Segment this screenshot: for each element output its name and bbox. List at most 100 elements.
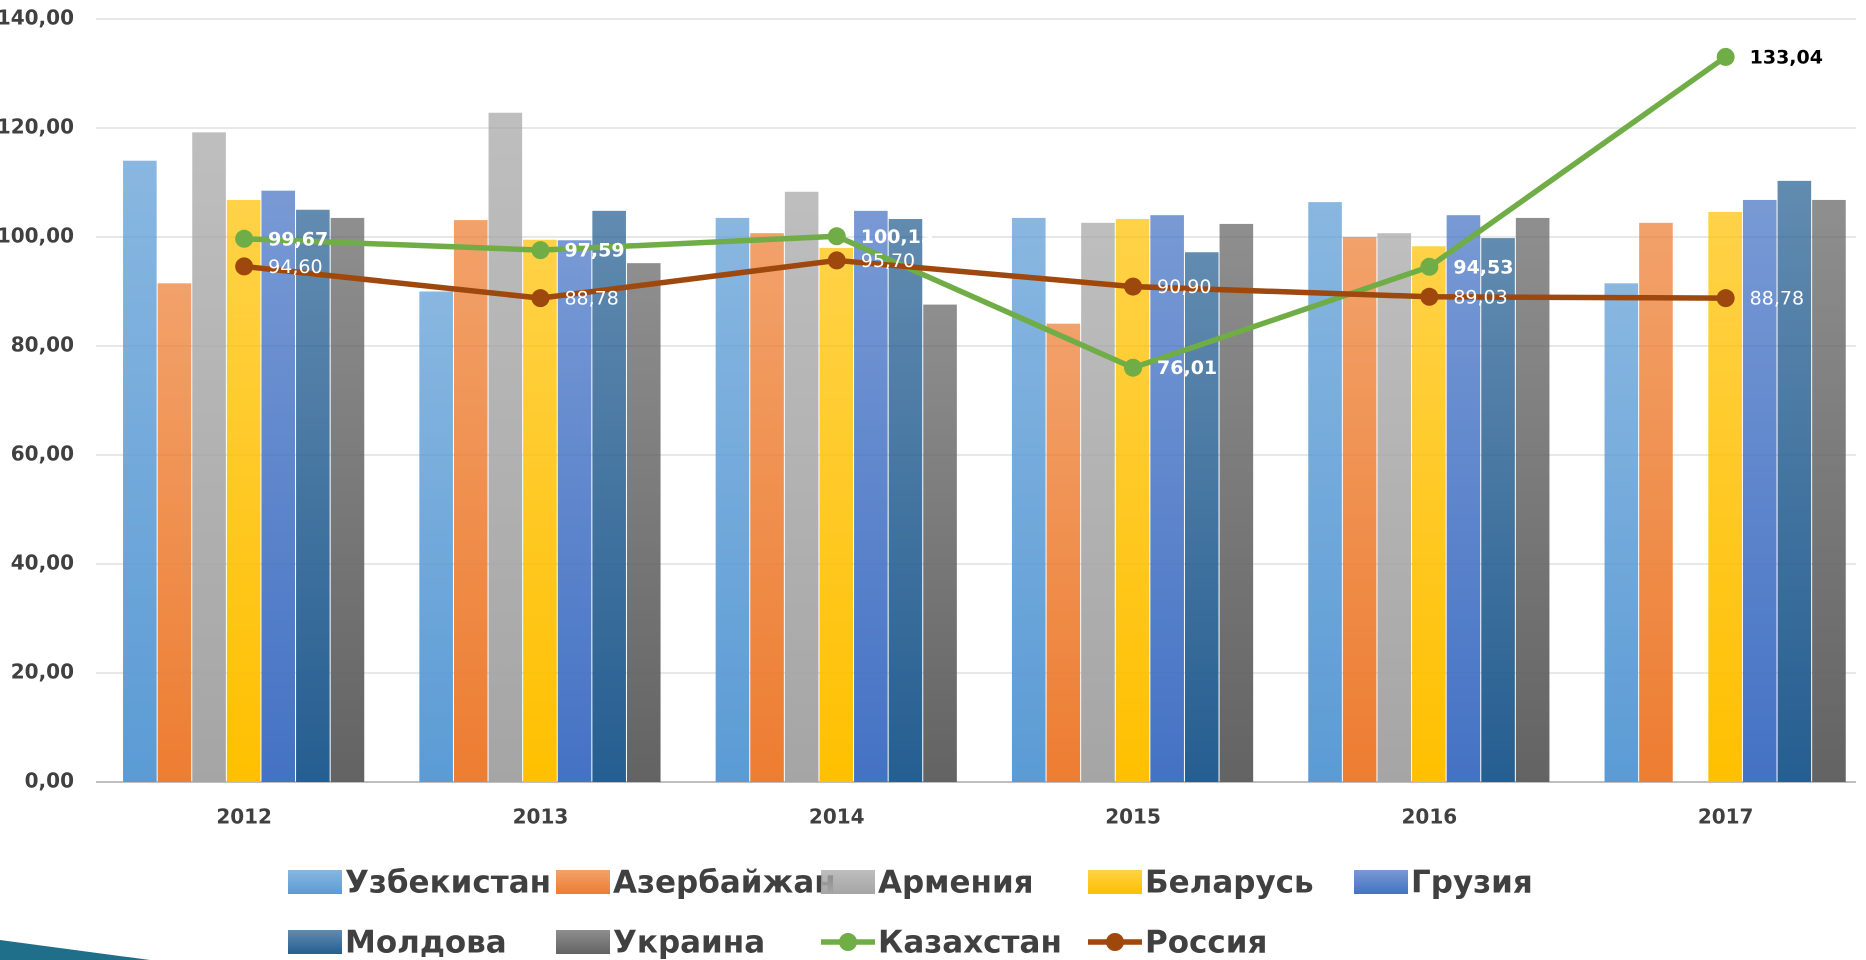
line-marker <box>1124 358 1143 377</box>
data-label: 100,13 <box>861 226 934 248</box>
line-series <box>244 54 1728 371</box>
bar <box>453 220 488 783</box>
bar <box>1377 233 1412 782</box>
line-marker <box>235 257 254 276</box>
line-series <box>243 257 1726 301</box>
bar <box>592 210 626 783</box>
bars <box>123 112 1846 783</box>
bar <box>157 283 192 782</box>
bar <box>923 304 957 782</box>
data-label: 88,78 <box>564 288 618 310</box>
bar <box>1812 199 1846 782</box>
grid <box>96 18 1856 783</box>
bar <box>1604 283 1639 782</box>
bar <box>1777 180 1812 783</box>
bar <box>557 240 592 782</box>
bar <box>1446 215 1481 782</box>
bar <box>1219 223 1254 783</box>
y-tick-label: 0,00 <box>25 769 74 793</box>
y-tick-label: 120,00 <box>0 115 74 139</box>
data-label: 95,70 <box>861 250 915 272</box>
bar <box>715 217 750 783</box>
data-label: 133,04 <box>1750 46 1823 68</box>
corner-decoration <box>0 940 150 960</box>
data-labels: 99,67 97,59 100,13 76,01 94,53 133,04 94,60 88,… <box>268 46 1823 379</box>
line-marker <box>827 227 846 246</box>
bar <box>1412 246 1446 782</box>
line-marker <box>1420 287 1439 306</box>
legend-swatch <box>1354 870 1408 894</box>
bar <box>192 132 226 783</box>
legend-label: Казахстан <box>878 925 1062 960</box>
data-label: 88,78 <box>1750 288 1804 310</box>
x-tick-label: 2017 <box>1698 805 1754 829</box>
x-tick-label: 2013 <box>513 805 569 829</box>
bar <box>854 210 888 783</box>
bar <box>1742 199 1777 782</box>
data-label: 94,53 <box>1453 256 1513 278</box>
x-tick-label: 2014 <box>809 805 865 829</box>
line-marker <box>1124 277 1143 296</box>
legend-label: Грузия <box>1411 865 1533 901</box>
legend-swatch <box>821 870 875 894</box>
bar <box>1115 219 1150 782</box>
legend-label: Азербайжан <box>613 865 836 901</box>
data-label: 76,01 <box>1157 357 1217 379</box>
bar <box>750 233 784 782</box>
x-tick-label: 2012 <box>216 805 272 829</box>
bar <box>1184 252 1219 782</box>
data-label: 89,03 <box>1453 286 1507 308</box>
y-tick-label: 80,00 <box>11 333 74 357</box>
legend-label: Беларусь <box>1145 865 1314 901</box>
bar <box>1308 202 1342 782</box>
bar <box>226 199 261 782</box>
data-label: 90,90 <box>1157 276 1211 298</box>
y-tick-label: 60,00 <box>11 442 74 466</box>
bar <box>1046 323 1081 782</box>
line-marker <box>1716 289 1735 308</box>
y-tick-label: 40,00 <box>11 551 74 575</box>
bar <box>123 160 157 782</box>
legend-swatch <box>556 870 610 894</box>
legend-label: Молдова <box>345 925 507 960</box>
data-label: 94,60 <box>268 256 322 278</box>
bar <box>888 219 923 782</box>
legend-label: Россия <box>1145 925 1267 960</box>
bar <box>819 247 854 782</box>
legend-swatch <box>556 930 610 954</box>
legend-swatch <box>1106 933 1124 951</box>
bar <box>784 191 819 782</box>
y-tick-label: 140,00 <box>0 6 74 30</box>
legend-swatch <box>288 930 342 954</box>
x-tick-label: 2016 <box>1402 805 1458 829</box>
data-label: 97,59 <box>564 240 624 262</box>
bar <box>1481 238 1515 783</box>
bar <box>523 239 557 783</box>
legend-swatch <box>1088 870 1142 894</box>
bar <box>1081 222 1115 782</box>
legend-label: Узбекистан <box>345 865 551 901</box>
y-tick-label: 20,00 <box>11 660 74 684</box>
legend-label: Армения <box>878 865 1034 901</box>
bar <box>1342 237 1377 782</box>
line-marker <box>1420 257 1439 276</box>
bar <box>1515 217 1550 783</box>
x-tick-label: 2015 <box>1105 805 1161 829</box>
bar <box>1011 217 1046 783</box>
bar <box>1150 215 1184 782</box>
bar <box>488 112 523 783</box>
line-marker <box>531 241 550 260</box>
line-marker <box>531 289 550 308</box>
line-marker <box>235 229 254 248</box>
bar <box>626 263 661 782</box>
bar <box>419 291 453 782</box>
bar <box>1639 222 1673 782</box>
data-label: 99,67 <box>268 228 328 250</box>
legend-label: Украина <box>613 925 765 960</box>
line-marker <box>827 251 846 270</box>
line-marker <box>1716 47 1735 66</box>
legend-swatch <box>288 870 342 894</box>
bar <box>261 190 296 783</box>
legend-swatch <box>839 933 857 951</box>
